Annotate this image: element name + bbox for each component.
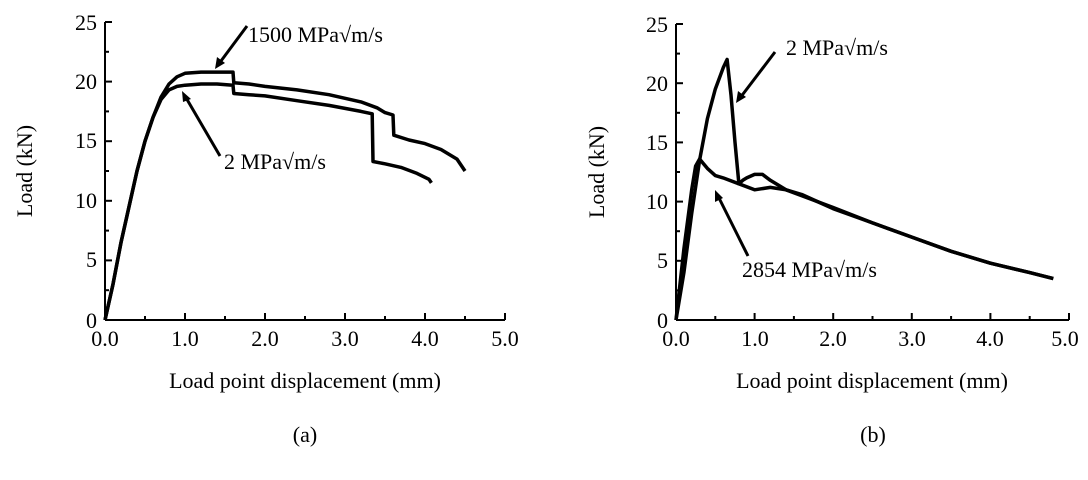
y-tick-label: 0	[86, 308, 97, 333]
annotation-arrow-2-b	[738, 51, 777, 99]
y-axis-title-b: Load (kN)	[584, 126, 609, 218]
tick-marks-a	[104, 21, 506, 321]
y-tick-label: 5	[86, 247, 97, 272]
x-tick-label: 4.0	[411, 326, 439, 351]
x-tick-label: 1.0	[741, 326, 769, 351]
chart-panel-b: 0 5 10 15 20 25 0.0 1.0 2.0 3.0 4.0 5.0 …	[584, 12, 1079, 393]
x-tick-label: 2.0	[251, 326, 279, 351]
annotation-label-1500-a: 1500 MPa√m/s	[248, 22, 383, 47]
x-tick-label: 2.0	[819, 326, 847, 351]
x-tick-label: 4.0	[976, 326, 1004, 351]
x-tick-label: 5.0	[1051, 326, 1079, 351]
y-tick-label: 20	[646, 71, 668, 96]
annotation-label-2-a: 2 MPa√m/s	[224, 149, 326, 174]
panel-caption-b: (b)	[860, 422, 886, 447]
annotation-arrowhead-2-a	[182, 91, 191, 102]
x-tick-label: 3.0	[898, 326, 926, 351]
annotation-arrow-2854-b	[716, 195, 750, 257]
annotation-arrowhead-2-b	[736, 91, 746, 103]
annotation-arrowhead-1500-a	[215, 57, 225, 69]
chart-panel-a: 0 5 10 15 20 25 0.0 1.0 2.0 3.0 4.0 5.0 …	[12, 10, 519, 393]
annotation-label-2854-b: 2854 MPa√m/s	[742, 257, 877, 282]
annotation-arrowhead-2854-b	[715, 190, 723, 202]
x-tick-label: 0.0	[91, 326, 119, 351]
panel-caption-a: (a)	[292, 422, 318, 447]
y-tick-label: 0	[657, 308, 668, 333]
y-tick-label: 15	[75, 128, 97, 153]
y-tick-label: 15	[646, 130, 668, 155]
y-tick-label: 20	[75, 69, 97, 94]
x-axis-title-b: Load point displacement (mm)	[736, 368, 1008, 393]
x-tick-label: 1.0	[171, 326, 199, 351]
series-line-2-a	[103, 82, 433, 321]
y-tick-label: 25	[646, 12, 668, 37]
annotation-arrow-2-a	[183, 95, 222, 157]
tick-marks-b	[675, 23, 1070, 321]
y-tick-label: 10	[75, 188, 97, 213]
x-axis-title-a: Load point displacement (mm)	[169, 368, 441, 393]
annotation-arrow-1500-a	[216, 25, 249, 66]
y-tick-label: 10	[646, 189, 668, 214]
series-line-1500-a	[103, 70, 467, 321]
y-axis-title-a: Load (kN)	[12, 125, 37, 217]
x-tick-label: 5.0	[491, 326, 519, 351]
annotation-label-2-b: 2 MPa√m/s	[786, 35, 888, 60]
y-tick-label: 25	[75, 10, 97, 35]
y-tick-label: 5	[657, 248, 668, 273]
series-line-2854-b	[674, 157, 1054, 321]
x-tick-label: 3.0	[331, 326, 359, 351]
x-tick-label: 0.0	[662, 326, 690, 351]
